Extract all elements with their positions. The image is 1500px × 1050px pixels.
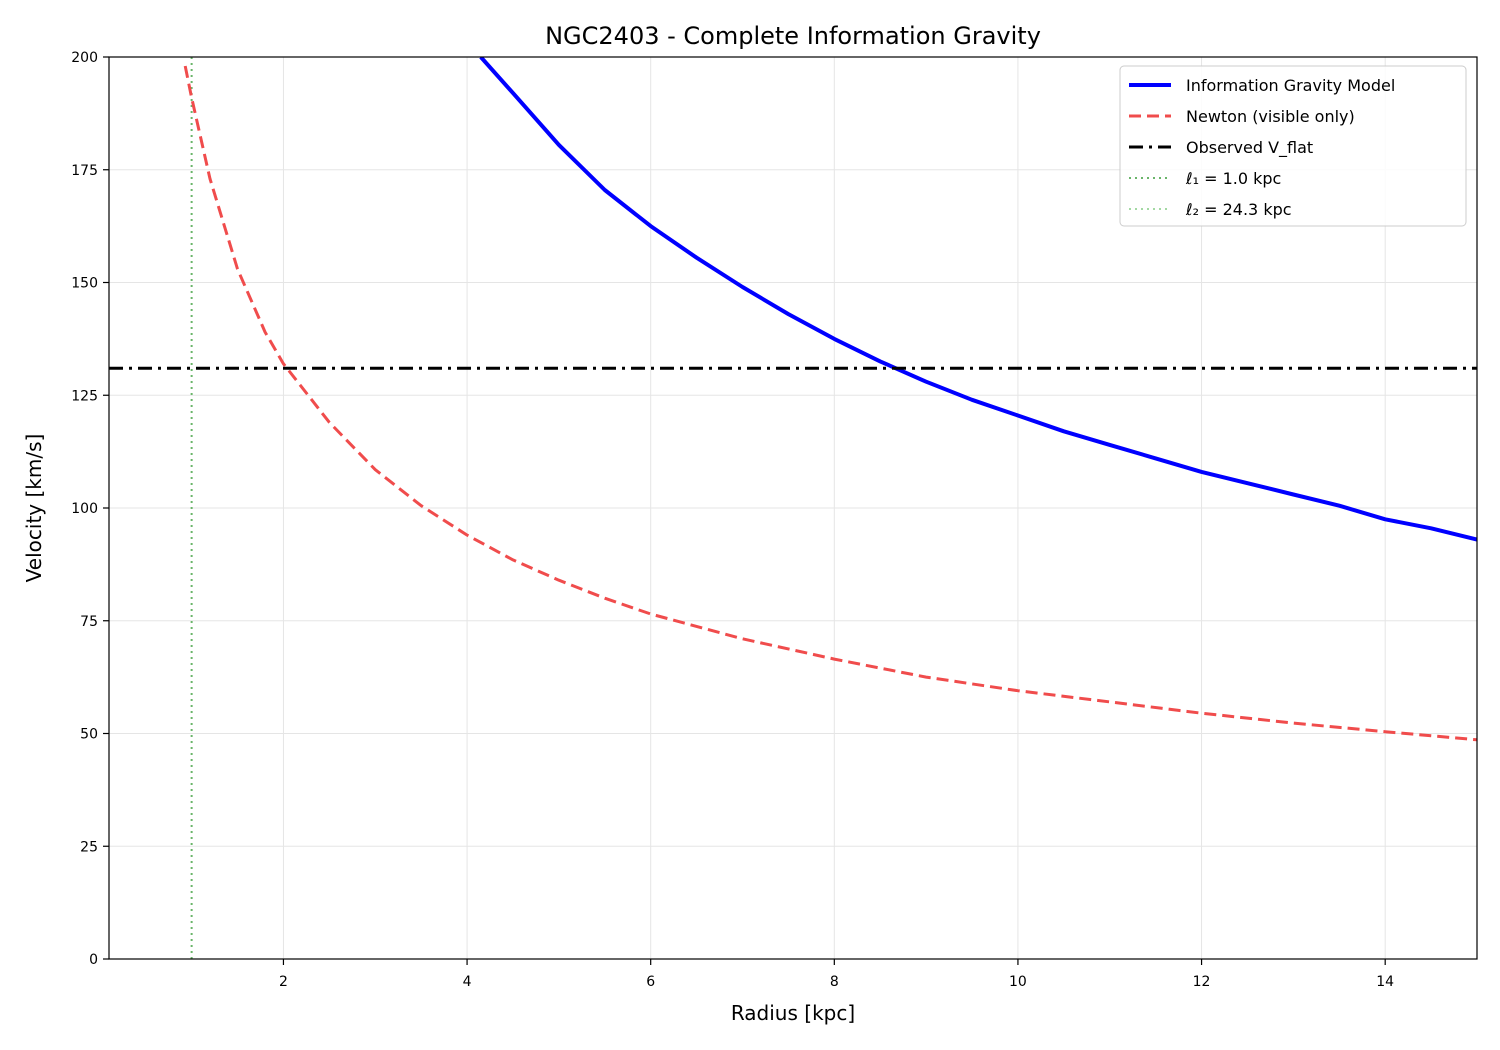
- axis-ticks: 2 4 6 8 10 12 14 0 25 50 75 100 125 150 175 200: [71, 50, 1394, 990]
- legend-box: [1119, 65, 1467, 227]
- legend-label-4: ℓ₁ = 1.0 kpc: [1185, 169, 1281, 188]
- x-tick-label-5: 12: [1193, 974, 1211, 990]
- plot-series: [109, 57, 1477, 959]
- y-tick-label-2: 50: [80, 727, 98, 743]
- y-tick-label-8: 200: [71, 50, 98, 66]
- y-tick-label-4: 100: [71, 501, 98, 517]
- x-tick-label-0: 2: [279, 974, 288, 990]
- y-axis-label: Velocity [km/s]: [22, 434, 46, 583]
- y-tick-label-0: 0: [89, 952, 98, 968]
- series-line-2: [183, 65, 1477, 742]
- x-tick-label-3: 8: [830, 974, 839, 990]
- chart-title: NGC2403 - Complete Information Gravity: [545, 22, 1041, 50]
- series-line-1: [479, 57, 1477, 542]
- x-tick-label-2: 6: [646, 974, 655, 990]
- y-tick-label-6: 150: [71, 276, 98, 292]
- legend-label-5: ℓ₂ = 24.3 kpc: [1185, 200, 1292, 219]
- legend-label-2: Newton (visible only): [1186, 107, 1355, 126]
- x-tick-label-6: 14: [1376, 974, 1394, 990]
- y-tick-label-7: 175: [71, 163, 98, 179]
- x-tick-label-1: 4: [463, 974, 472, 990]
- legend-label-1: Information Gravity Model: [1186, 76, 1395, 95]
- x-axis-label: Radius [kpc]: [731, 1001, 855, 1025]
- y-tick-label-3: 75: [80, 614, 98, 630]
- y-tick-label-5: 125: [71, 388, 98, 404]
- x-tick-label-4: 10: [1009, 974, 1027, 990]
- y-tick-label-1: 25: [80, 839, 98, 855]
- legend: Information Gravity Model Newton (visible…: [1119, 65, 1467, 227]
- legend-label-3: Observed V_flat: [1186, 138, 1313, 158]
